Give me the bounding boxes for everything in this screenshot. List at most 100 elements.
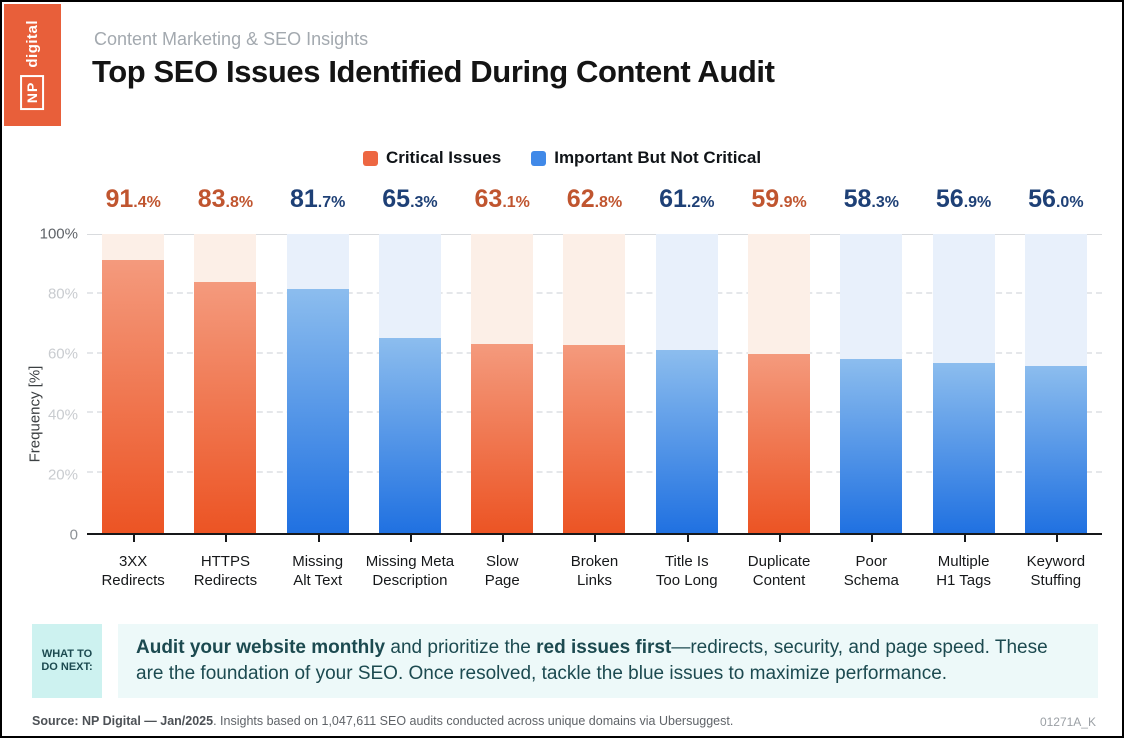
np-logo-mark: NP: [20, 74, 45, 111]
y-tick-label: 0: [69, 526, 78, 544]
category-label: 3XX Redirects: [101, 553, 165, 589]
bar-column: [917, 234, 1009, 542]
value-decimal: .1%: [502, 194, 530, 211]
source-segment: . Insights based on 1,047,611 SEO audits…: [213, 714, 734, 728]
category-label: Missing Meta Description: [365, 553, 455, 589]
bar-important: [932, 362, 995, 533]
x-axis-tick: [871, 534, 874, 542]
value-decimal: .4%: [133, 194, 161, 211]
category-label: Slow Page: [484, 553, 520, 589]
y-tick-label: 100%: [39, 225, 78, 243]
y-tick-label: 80%: [47, 285, 78, 303]
value-integer: 83: [197, 185, 226, 213]
bar-critical: [102, 259, 165, 533]
what-to-do-next-badge: WHAT TO DO NEXT:: [32, 624, 102, 698]
digital-logo-word: digital: [24, 19, 41, 68]
x-axis-tick: [225, 534, 228, 542]
callout-text: Audit your website monthly and prioritiz…: [118, 624, 1098, 698]
category-label: Multiple H1 Tags: [936, 553, 991, 589]
page-title: Top SEO Issues Identified During Content…: [92, 54, 775, 89]
callout-segment: and prioritize the: [385, 637, 537, 658]
value-integer: 61: [659, 185, 687, 213]
callout-segment: Audit your website monthly: [136, 637, 386, 658]
value-integer: 59: [751, 185, 780, 213]
bar-important: [286, 288, 349, 533]
x-axis-tick: [686, 534, 689, 542]
y-axis-tick-labels: 100% 80% 60% 40% 20% 0: [2, 226, 78, 544]
value-decimal: .7%: [317, 194, 346, 211]
value-decimal: .2%: [686, 194, 715, 211]
value-integer: 91: [105, 185, 134, 213]
legend-swatch: [531, 150, 547, 166]
value-label: 56.0%: [1010, 185, 1102, 214]
value-decimal: .8%: [225, 194, 254, 211]
value-label: 61.2%: [641, 185, 733, 214]
np-digital-logo: NP digital: [4, 4, 61, 126]
y-tick-label: 20%: [47, 466, 78, 484]
value-decimal: .9%: [963, 194, 992, 211]
chart-plot-area: [87, 234, 1102, 542]
source-attribution: Source: NP Digital — Jan/2025. Insights …: [32, 714, 733, 728]
chart-legend: Critical Issues Important But Not Critica…: [2, 148, 1122, 168]
category-label: Keyword Stuffing: [1026, 553, 1086, 589]
category-label: Missing Alt Text: [292, 553, 344, 589]
value-integer: 62: [566, 185, 595, 213]
y-tick-label: 40%: [47, 406, 78, 424]
x-axis-tick: [963, 534, 966, 542]
value-label: 58.3%: [825, 185, 917, 214]
bar-critical: [194, 282, 257, 533]
y-tick-label: 60%: [47, 345, 78, 363]
value-label: 91.4%: [87, 185, 179, 214]
bar-important: [840, 358, 903, 533]
x-axis-tick: [502, 534, 505, 542]
legend-item: Important But Not Critical: [531, 148, 761, 168]
bar-critical: [471, 344, 534, 533]
value-integer: 81: [289, 185, 318, 213]
bar-column: [548, 234, 640, 542]
category-label: Title Is Too Long: [655, 553, 718, 589]
value-integer: 58: [843, 185, 872, 213]
value-integer: 56: [1028, 185, 1056, 213]
bar-critical: [748, 353, 811, 533]
bar-column: [1010, 234, 1102, 542]
bar-column: [272, 234, 364, 542]
legend-item: Critical Issues: [362, 148, 501, 168]
eyebrow-subtitle: Content Marketing & SEO Insights: [94, 29, 369, 49]
value-decimal: .9%: [779, 194, 807, 211]
value-integer: 56: [935, 185, 964, 213]
legend-label: Important But Not Critical: [554, 148, 762, 167]
source-segment: Source: NP Digital — Jan/2025: [32, 714, 214, 728]
value-label: 62.8%: [548, 185, 640, 214]
callout-segment: red issues first: [536, 637, 672, 658]
callout-segment: —redirects, security, and page speed. Th…: [136, 637, 1048, 684]
category-label: HTTPS Redirects: [193, 553, 258, 589]
bar-column: [641, 234, 733, 542]
value-label: 63.1%: [456, 185, 548, 214]
bar-column: [456, 234, 548, 542]
x-axis-category-labels: 3XX Redirects HTTPS Redirects Missing Alt Tex…: [87, 552, 1102, 590]
x-axis-tick: [409, 534, 412, 542]
category-label: Broken Links: [570, 553, 619, 589]
value-integer: 65: [382, 185, 411, 213]
np-digital-logo-text: NP digital: [20, 19, 45, 111]
value-decimal: .0%: [1055, 194, 1084, 211]
what-to-do-next-callout: WHAT TO DO NEXT: Audit your website month…: [32, 624, 1098, 698]
value-label: 59.9%: [733, 185, 825, 214]
reference-code: 01271A_K: [1039, 715, 1096, 729]
value-label: 65.3%: [364, 185, 456, 214]
x-axis-tick: [1055, 534, 1058, 542]
bar-critical: [563, 345, 626, 533]
value-label: 83.8%: [179, 185, 271, 214]
bar-important: [1024, 365, 1087, 533]
value-decimal: .3%: [410, 194, 438, 211]
value-decimal: .3%: [871, 194, 899, 211]
bar-column: [87, 234, 179, 542]
bar-value-labels-row: 91.4% 83.8% 81.7% 65.3% 63.1% 62.8% 61.2% 59.9%…: [87, 185, 1102, 214]
legend-swatch: [362, 150, 378, 166]
bar-column: [364, 234, 456, 542]
bar-column: [733, 234, 825, 542]
x-axis-tick: [317, 534, 320, 542]
x-axis-tick: [133, 534, 136, 542]
value-integer: 63: [474, 185, 503, 213]
